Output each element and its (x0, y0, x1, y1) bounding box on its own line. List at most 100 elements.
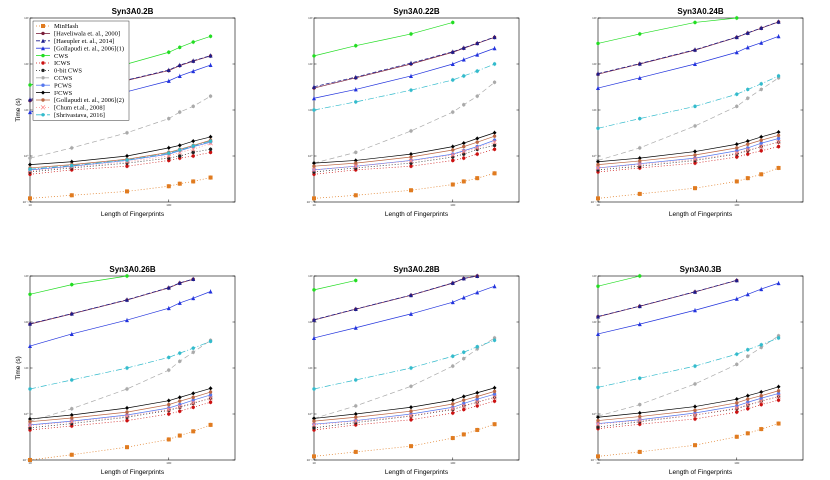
data-point (312, 317, 316, 322)
data-point (28, 387, 32, 391)
data-point (353, 75, 358, 80)
data-point (492, 399, 497, 403)
y-tick-label: 10³ (24, 274, 28, 278)
data-point (451, 20, 455, 25)
data-point (312, 419, 316, 423)
data-point (125, 406, 130, 411)
y-tick-label: 10¹ (308, 108, 312, 112)
series-line (313, 172, 495, 199)
series-gollapudi-et-al-2006-2 (28, 389, 213, 424)
data-point (693, 364, 697, 368)
data-point (596, 159, 600, 164)
data-point (70, 378, 74, 382)
series-haveliwala-et-al-2000 (596, 19, 781, 77)
series-line (313, 397, 495, 426)
data-point (178, 45, 182, 50)
data-point (745, 147, 751, 153)
data-point (735, 92, 739, 96)
data-point (167, 158, 171, 163)
data-point (734, 179, 739, 184)
data-point (475, 52, 480, 57)
data-point (462, 407, 466, 412)
data-point (450, 182, 455, 187)
data-point (70, 146, 74, 150)
x-axis-label: Length of Fingerprints (385, 469, 449, 476)
data-point (693, 186, 698, 191)
legend-marker (41, 98, 45, 102)
legend-label: [Gollapudi et. al., 2006](1) (54, 45, 124, 52)
series-line (597, 17, 737, 44)
data-point (353, 418, 359, 424)
y-tick-label: 10³ (592, 274, 596, 278)
data-point (492, 336, 497, 340)
data-point (208, 339, 213, 344)
legend-label: [Haveliwala et. al., 2000] (54, 31, 120, 38)
series-minhash (596, 165, 781, 201)
data-point (125, 189, 130, 194)
data-point (178, 409, 182, 413)
data-point (208, 34, 213, 39)
series-cws (312, 20, 455, 59)
data-point (167, 116, 171, 121)
y-tick-label: 10⁰ (308, 154, 313, 158)
legend-marker (41, 83, 45, 87)
data-point (178, 110, 182, 114)
data-point (693, 289, 698, 294)
data-point (208, 150, 213, 155)
data-point (312, 426, 316, 430)
y-tick-label: 10¹ (592, 108, 596, 112)
legend-marker (41, 53, 45, 58)
data-point (759, 427, 764, 432)
data-point (637, 322, 642, 327)
legend-marker (41, 24, 45, 28)
data-point (69, 331, 74, 336)
data-point (450, 49, 455, 54)
legend-entry-gollapudi-et-al-2006-2: [Gollapudi et. al., 2006](2) (36, 97, 124, 104)
data-point (776, 421, 781, 426)
series-chum-et-al-2008 (595, 394, 781, 427)
data-point (450, 398, 455, 403)
series-chum-et-al-2008 (311, 395, 497, 428)
x-tick-label: 100 (450, 203, 455, 207)
data-point (208, 63, 213, 68)
legend-entry-icws: ICWS (36, 60, 71, 67)
data-point (312, 288, 316, 292)
data-point (177, 300, 182, 305)
y-tick-label: 10² (308, 62, 312, 66)
data-point (409, 73, 414, 78)
data-point (693, 404, 698, 409)
data-point (178, 154, 182, 158)
legend: MinHash[Haveliwala et. al., 2000][Haeupl… (32, 20, 130, 121)
series-chum-et-al-2008 (595, 139, 781, 171)
data-point (461, 57, 466, 62)
legend-marker (41, 31, 45, 36)
series-line (597, 337, 779, 388)
data-point (475, 69, 479, 73)
y-tick-label: 10⁰ (592, 154, 597, 158)
y-tick-label: 10⁰ (24, 154, 29, 158)
x-tick-label: 100 (166, 203, 171, 207)
plot-area (597, 275, 804, 461)
data-point (311, 167, 317, 173)
plot-area (29, 275, 236, 461)
data-point (166, 184, 171, 189)
legend-label: 0-bit CWS (54, 68, 82, 75)
legend-label: MinHash (54, 23, 79, 30)
data-point (28, 458, 32, 462)
series-gollapudi-et-al-2006-2 (596, 388, 781, 423)
data-point (759, 345, 763, 350)
data-point (354, 404, 358, 408)
data-point (492, 338, 497, 343)
data-point (475, 427, 480, 432)
series-line (597, 167, 779, 199)
data-point (166, 78, 171, 83)
data-point (191, 69, 196, 74)
data-point (28, 196, 32, 201)
series-line (313, 82, 495, 164)
data-point (596, 418, 600, 423)
data-point (693, 62, 698, 66)
chart-title: Syn3A0.26B (109, 265, 155, 274)
series-line (597, 35, 779, 89)
series-line (29, 394, 211, 426)
data-point (734, 397, 739, 402)
